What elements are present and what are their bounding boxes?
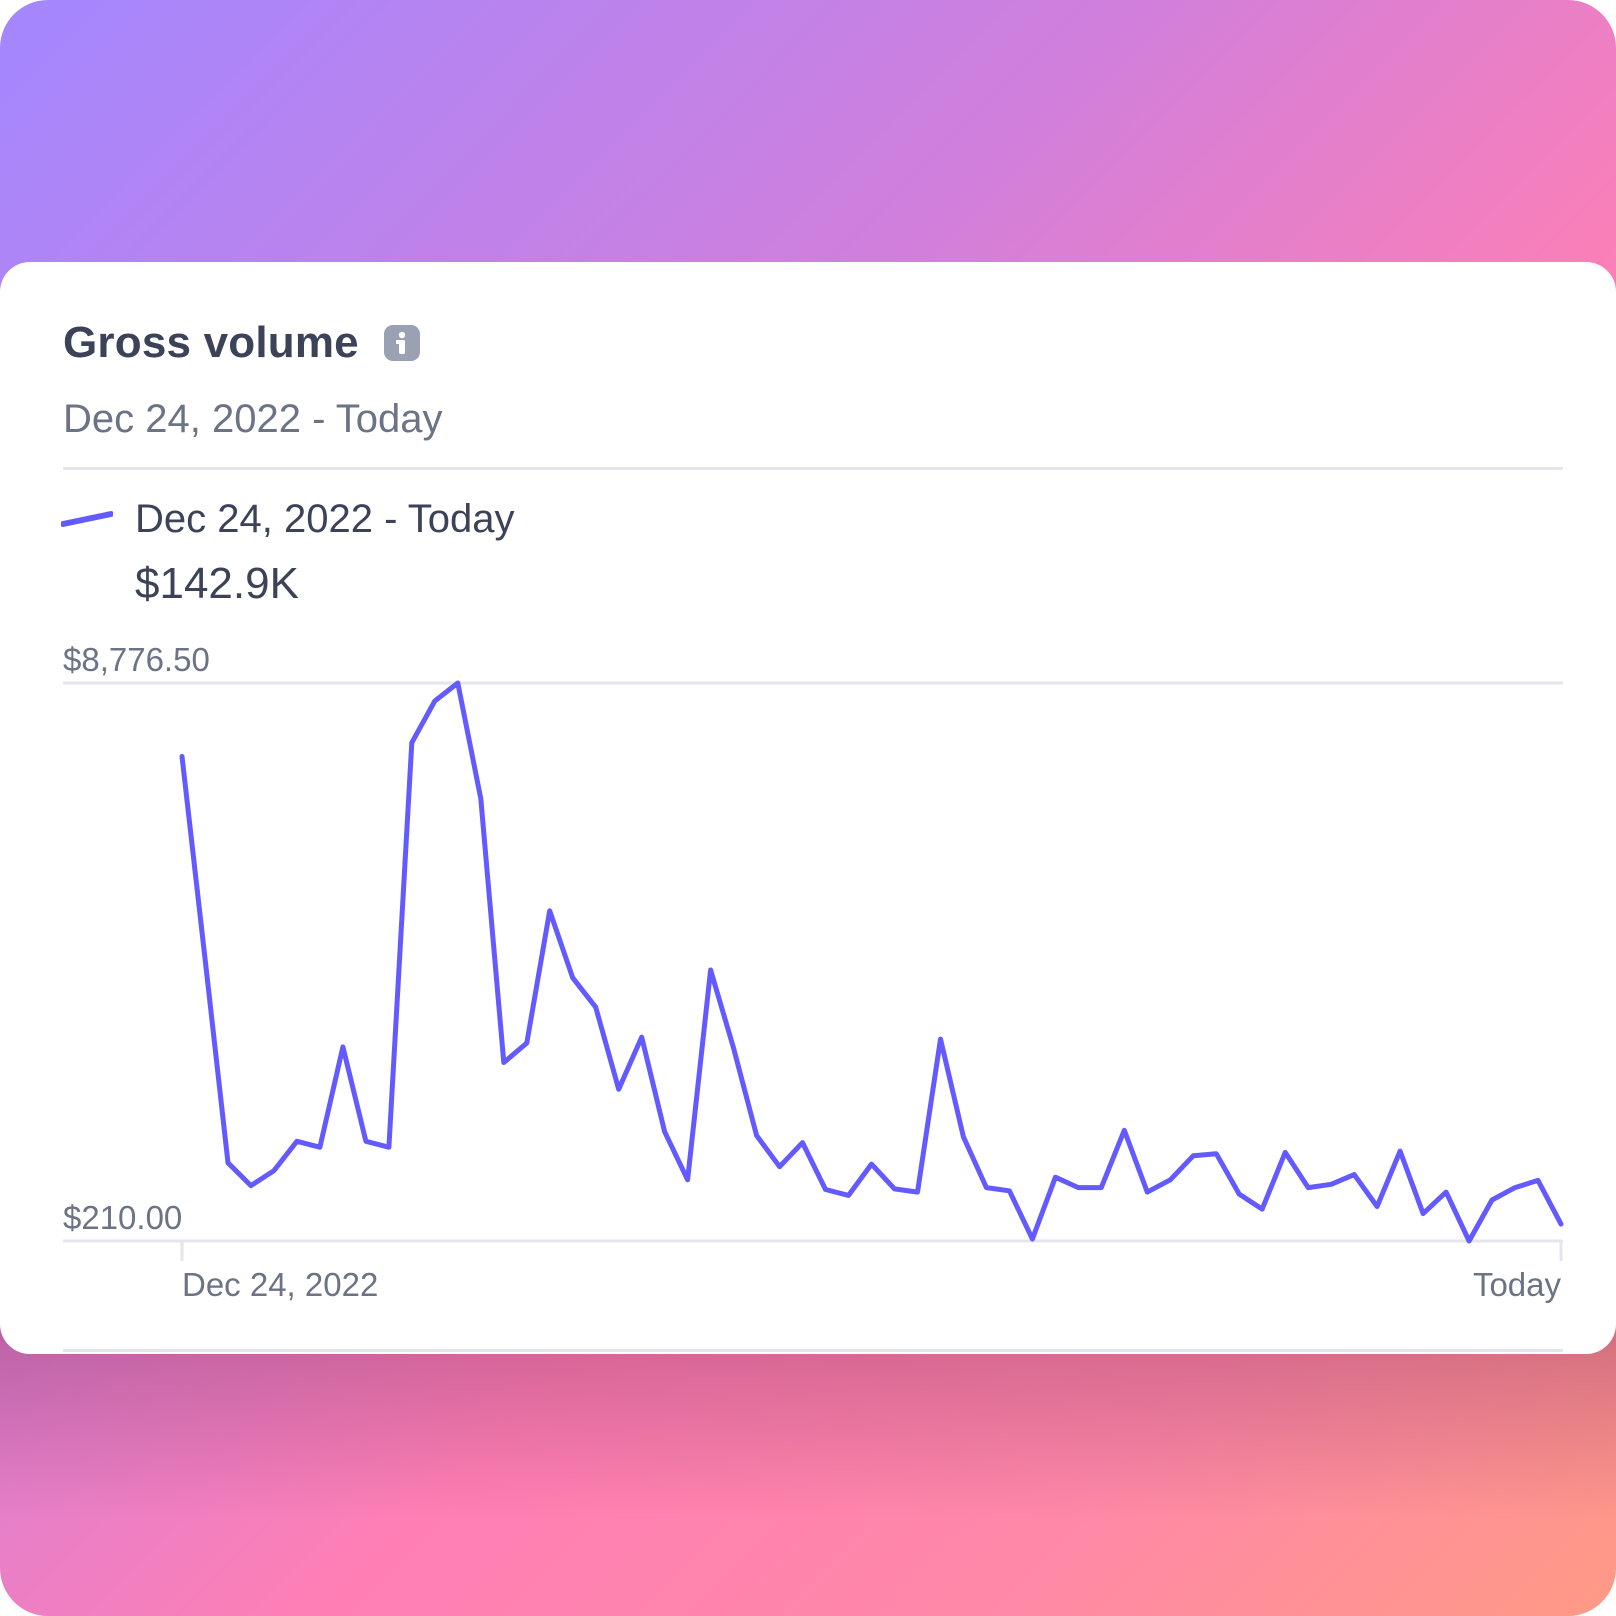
footer-divider [63,1349,1563,1352]
x-tick-label: Dec 24, 2022 [182,1266,378,1303]
x-tick-label: Today [1473,1266,1562,1303]
legend-label: Dec 24, 2022 - Today [135,497,515,541]
info-icon[interactable] [383,324,421,362]
y-tick-label: $8,776.50 [63,641,210,678]
card-title: Gross volume [63,318,359,367]
legend-swatch [60,510,114,528]
series-line [179,680,1564,1244]
card-header: Gross volume [63,318,421,368]
legend-total-value: $142.9K [135,559,299,608]
date-range-subtitle[interactable]: Dec 24, 2022 - Today [63,397,443,441]
y-tick-label: $210.00 [63,1199,182,1236]
header-divider [63,467,1563,470]
